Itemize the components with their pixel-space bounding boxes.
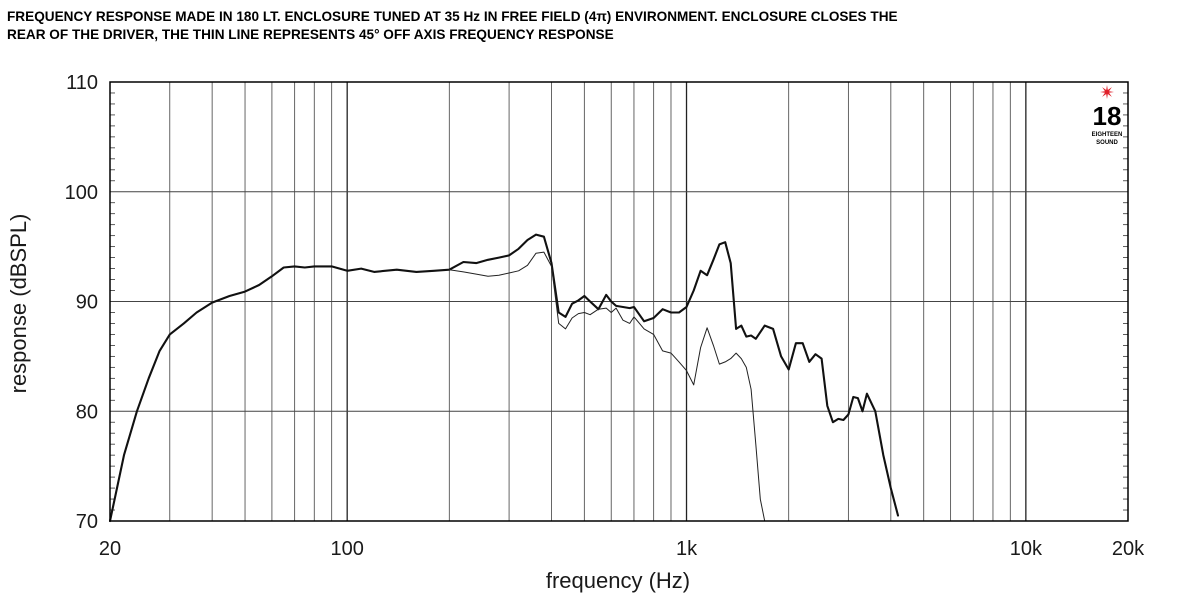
chart-series <box>108 233 900 523</box>
y-tick-label: 90 <box>76 292 98 314</box>
y-tick-label: 110 <box>66 72 98 94</box>
y-tick-label: 70 <box>76 511 98 533</box>
chart-grid <box>110 82 1128 521</box>
x-tick-label: 20k <box>1112 538 1145 560</box>
chart-title-line-2: REAR OF THE DRIVER, THE THIN LINE REPRES… <box>7 27 614 42</box>
eighteen-sound-logo: 18 EIGHTEEN SOUND <box>1092 85 1123 146</box>
x-axis-label: frequency (Hz) <box>546 568 690 593</box>
x-tick-label: 1k <box>676 538 698 560</box>
on-axis-response-line <box>108 233 900 523</box>
logo-star-icon <box>1100 85 1114 99</box>
logo-number: 18 <box>1093 101 1122 131</box>
x-tick-label: 100 <box>330 538 363 560</box>
plot-frame <box>109 81 1129 522</box>
logo-small-text-bottom: SOUND <box>1096 140 1118 146</box>
off-axis-45-response-line <box>448 251 766 522</box>
y-tick-label: 80 <box>76 401 98 423</box>
x-tick-label: 10k <box>1010 538 1043 560</box>
y-axis-label: response (dBSPL) <box>6 214 31 394</box>
x-tick-label: 20 <box>99 538 121 560</box>
y-tick-labels: 70 80 90 100 110 <box>65 72 98 533</box>
chart-title: FREQUENCY RESPONSE MADE IN 180 LT. ENCLO… <box>7 8 1182 44</box>
chart-title-line-1: FREQUENCY RESPONSE MADE IN 180 LT. ENCLO… <box>7 9 898 24</box>
x-tick-labels: 20 100 1k 10k 20k <box>99 538 1145 560</box>
y-tick-label: 100 <box>65 182 98 204</box>
logo-small-text-top: EIGHTEEN <box>1092 132 1123 138</box>
